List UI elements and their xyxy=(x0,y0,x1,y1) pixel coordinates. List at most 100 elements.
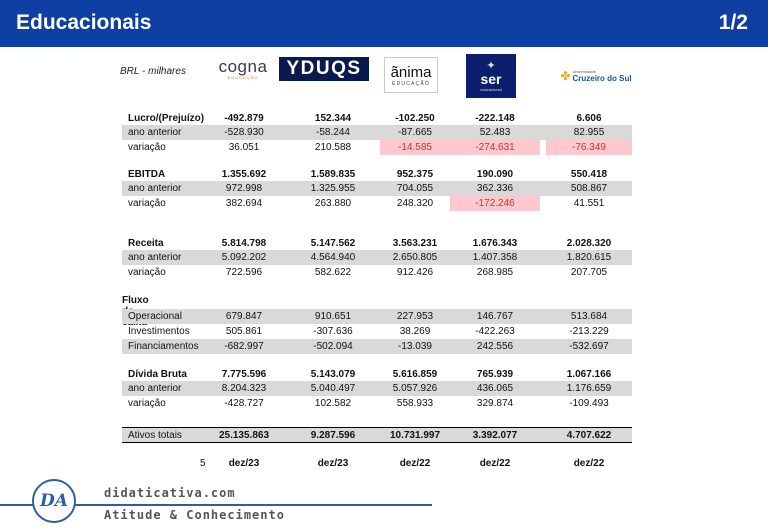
table-row-ativos: Ativos totais 25.135.863 9.287.596 10.73… xyxy=(122,427,632,443)
cogna-logo-sub: EDUCAÇÃO xyxy=(227,75,259,80)
cell-value: 10.731.997 xyxy=(389,430,441,441)
table-row-divida-var: variação -428.727 102.582 558.933 329.87… xyxy=(122,396,632,411)
cell-value-negative: -14.585 xyxy=(380,140,450,155)
row-label: ano anterior xyxy=(128,183,182,194)
cell-value: 558.933 xyxy=(396,398,434,409)
cell-value: 582.622 xyxy=(314,267,352,278)
cell-value: 6.606 xyxy=(576,113,602,124)
cell-value: 210.588 xyxy=(314,142,352,153)
cell-value: 7.775.596 xyxy=(221,369,267,380)
cell-value: 263.880 xyxy=(314,198,352,209)
period-label: dez/23 xyxy=(228,458,260,469)
period-label: dez/22 xyxy=(573,458,605,469)
anima-logo-sub: EDUCAÇÃO xyxy=(392,80,430,87)
cell-value: -109.493 xyxy=(569,398,609,409)
cell-value: 1.676.343 xyxy=(472,238,518,249)
cell-value: 362.336 xyxy=(476,183,514,194)
footnote-number: 5 xyxy=(200,458,206,469)
table-row-divida-prev: ano anterior 8.204.323 5.040.497 5.057.9… xyxy=(122,381,632,396)
cell-value: 41.551 xyxy=(573,198,605,209)
cell-value: 765.939 xyxy=(476,369,514,380)
cell-value: -58.244 xyxy=(316,127,350,138)
cogna-logo: cogna EDUCAÇÃO xyxy=(214,56,272,82)
cell-value: 1.176.659 xyxy=(566,383,612,394)
cell-value: 3.563.231 xyxy=(392,238,438,249)
table-row-ebitda-prev: ano anterior 972.998 1.325.955 704.055 3… xyxy=(122,181,632,196)
ser-logo: ✦ ser educacional xyxy=(466,54,516,98)
cell-value: -87.665 xyxy=(398,127,432,138)
row-label: Receita xyxy=(128,238,164,249)
table-row-lucro-var: variação 36.051 210.588 -14.585 -274.631… xyxy=(122,140,632,155)
period-label: dez/22 xyxy=(399,458,431,469)
cell-value: -428.727 xyxy=(224,398,264,409)
cell-value-negative: -172.246 xyxy=(450,196,540,211)
cell-value: -528.930 xyxy=(224,127,264,138)
cell-value: 36.051 xyxy=(228,142,260,153)
table-row-lucro-prev: ano anterior -528.930 -58.244 -87.665 52… xyxy=(122,125,632,140)
cell-value: 1.355.692 xyxy=(221,169,267,180)
cell-value: 102.582 xyxy=(314,398,352,409)
cross-icon: ✤ xyxy=(560,69,571,83)
unit-label: BRL - milhares xyxy=(120,66,186,77)
cell-value: 8.204.323 xyxy=(221,383,267,394)
cell-value: -13.039 xyxy=(398,341,432,352)
cell-value: 4.707.622 xyxy=(566,430,612,441)
period-label: dez/22 xyxy=(479,458,511,469)
period-label: dez/23 xyxy=(317,458,349,469)
cruzeiro-logo: ✤ Universidade Cruzeiro do Sul xyxy=(556,66,636,86)
table-row-investimentos: Investimentos 505.861 -307.636 38.269 -4… xyxy=(122,324,632,339)
yduqs-logo-text: YDUQS xyxy=(286,58,362,79)
page-number: 1/2 xyxy=(718,11,748,34)
cell-value: 704.055 xyxy=(396,183,434,194)
row-label: ano anterior xyxy=(128,252,182,263)
cell-value: 910.651 xyxy=(314,311,352,322)
row-label: ano anterior xyxy=(128,383,182,394)
cell-value: 1.407.358 xyxy=(472,252,518,263)
cell-value: 722.596 xyxy=(225,267,263,278)
cell-value: 1.589.835 xyxy=(310,169,356,180)
table-row-receita-prev: ano anterior 5.092.202 4.564.940 2.650.8… xyxy=(122,250,632,265)
table-row-lucro: Lucro/(Prejuízo) -492.879 152.344 -102.2… xyxy=(122,111,632,126)
cell-value: 1.325.955 xyxy=(310,183,356,194)
brand-logo: DA xyxy=(32,479,76,523)
cell-value: 5.147.562 xyxy=(310,238,356,249)
cell-value-negative: -274.631 xyxy=(450,140,540,155)
cell-value: -532.697 xyxy=(569,341,609,352)
cell-value: 268.985 xyxy=(476,267,514,278)
cell-value: 242.556 xyxy=(476,341,514,352)
cell-value: 382.694 xyxy=(225,198,263,209)
cell-value: 5.143.079 xyxy=(310,369,356,380)
cell-value-negative: -76.349 xyxy=(546,140,632,155)
ser-logo-sub: educacional xyxy=(480,87,502,92)
row-label: Lucro/(Prejuízo) xyxy=(128,113,205,124)
cell-value: 1.820.615 xyxy=(566,252,612,263)
cell-value: 38.269 xyxy=(399,326,431,337)
cell-value: 912.426 xyxy=(396,267,434,278)
cell-value: 2.650.805 xyxy=(392,252,438,263)
cell-value: 513.684 xyxy=(570,311,608,322)
row-label: variação xyxy=(128,142,166,153)
cell-value: -307.636 xyxy=(313,326,353,337)
page-header: Educacionais 1/2 xyxy=(0,0,768,47)
cell-value: 52.483 xyxy=(479,127,511,138)
cell-value: -502.094 xyxy=(313,341,353,352)
cell-value: 5.057.926 xyxy=(392,383,438,394)
brand-divider xyxy=(0,504,432,506)
row-label: Financiamentos xyxy=(128,341,199,352)
cell-value: 146.767 xyxy=(476,311,514,322)
cell-value: 207.705 xyxy=(570,267,608,278)
anima-logo: ãnima EDUCAÇÃO xyxy=(384,57,438,93)
cell-value: 4.564.940 xyxy=(310,252,356,263)
cell-value: 679.847 xyxy=(225,311,263,322)
cogna-logo-text: cogna xyxy=(218,57,268,76)
cell-value: -422.263 xyxy=(475,326,515,337)
cell-value: 248.320 xyxy=(396,198,434,209)
cell-value: -102.250 xyxy=(395,113,435,124)
cell-value: 25.135.863 xyxy=(218,430,270,441)
row-label: variação xyxy=(128,267,166,278)
cell-value: 5.040.497 xyxy=(310,383,356,394)
cell-value: 227.953 xyxy=(396,311,434,322)
brand-footer: DA didaticativa.com Atitude & Conhecimen… xyxy=(0,470,440,532)
cell-value: -213.229 xyxy=(569,326,609,337)
cell-value: 972.998 xyxy=(225,183,263,194)
